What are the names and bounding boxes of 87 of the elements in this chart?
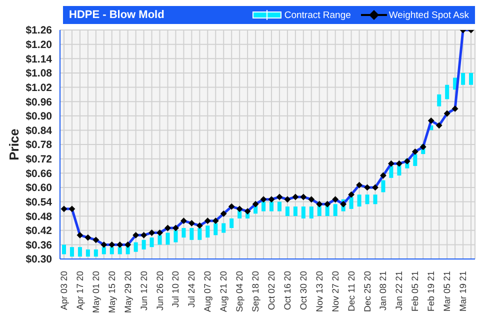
bar: [78, 247, 82, 257]
x-tick-label: Aug 07 20: [202, 271, 213, 312]
y-tick-label: $1.02: [26, 82, 52, 94]
x-tick-label: Feb 05 21: [410, 271, 420, 312]
bar: [437, 94, 442, 106]
y-tick-label: $0.48: [26, 210, 52, 223]
bar: [198, 228, 202, 240]
y-tick-label: $0.30: [26, 254, 52, 266]
x-tick-label: Jan 22 21: [394, 271, 404, 311]
x-tick-label: May 29 20: [122, 271, 133, 314]
bar: [230, 218, 234, 228]
x-tick-label: Dec 11 20: [346, 271, 356, 312]
bar: [94, 249, 98, 257]
bar: [357, 194, 362, 207]
bar: [142, 240, 146, 250]
x-tick-label: Mar 05 21: [442, 271, 452, 312]
bar: [365, 194, 370, 204]
y-tick-label: $0.60: [26, 182, 52, 194]
chart-title: HDPE - Blow Mold: [69, 9, 164, 21]
y-axis-title: Price: [6, 128, 22, 160]
bar: [270, 202, 274, 212]
bar: [158, 235, 162, 245]
bar: [174, 230, 178, 242]
bar: [150, 238, 154, 248]
x-tick-label: Jun 12 20: [138, 271, 149, 311]
y-tick-label: $1.14: [26, 53, 52, 66]
bar: [206, 226, 210, 238]
bar: [333, 204, 338, 216]
bar: [214, 223, 218, 236]
x-tick-label: Jun 26 20: [154, 271, 165, 311]
y-tick-label: $0.78: [26, 139, 52, 152]
bar: [277, 202, 282, 212]
legend-label: Weighted Spot Ask: [388, 10, 469, 20]
y-tick-label: $0.54: [26, 196, 52, 208]
x-tick-label: Oct 02 20: [266, 271, 276, 310]
y-tick-label: $0.72: [26, 154, 52, 166]
x-tick-label: Oct 16 20: [282, 271, 292, 310]
x-tick-label: Apr 03 20: [58, 271, 69, 310]
bar: [190, 228, 194, 240]
x-tick-label: Aug 21 20: [218, 271, 229, 312]
bar: [102, 247, 106, 254]
y-tick-label: $0.96: [26, 96, 52, 108]
bar: [182, 228, 186, 238]
bar: [86, 249, 90, 257]
bar: [166, 232, 170, 245]
x-tick-label: Apr 17 20: [74, 271, 85, 310]
bar: [389, 166, 394, 178]
bar: [469, 72, 474, 85]
x-tick-label: Nov 27 20: [330, 271, 340, 312]
bar: [413, 154, 418, 166]
x-tick-label: Oct 30 20: [298, 271, 308, 310]
x-tick-label: Jul 24 20: [186, 271, 197, 308]
bar: [373, 194, 378, 204]
bar: [118, 247, 122, 254]
x-tick-label: Jul 10 20: [170, 271, 181, 308]
bar: [70, 247, 74, 257]
x-tick-label: Mar 19 21: [458, 271, 468, 312]
x-tick-label: Jan 08 21: [378, 271, 388, 311]
bar: [285, 206, 290, 216]
y-tick-label: $0.90: [26, 110, 52, 123]
x-tick-label: Dec 25 20: [362, 271, 372, 312]
bar: [349, 196, 354, 209]
x-tick-label: Sep 04 20: [234, 271, 245, 312]
x-tick-label: May 01 20: [90, 271, 101, 314]
x-tick-label: Nov 13 20: [314, 271, 324, 312]
x-tick-label: Sep 18 20: [250, 271, 261, 312]
y-tick-label: $0.36: [26, 239, 52, 252]
bar: [445, 84, 450, 100]
bar: [262, 202, 266, 212]
bar: [62, 244, 66, 254]
bar: [301, 206, 306, 218]
legend-label: Contract Range: [284, 10, 351, 20]
bar: [293, 206, 298, 216]
bar: [381, 180, 386, 192]
x-tick-label: Feb 19 21: [426, 271, 436, 312]
bar: [461, 72, 466, 85]
bar: [222, 223, 226, 233]
x-tick-label: May 15 20: [106, 271, 117, 314]
y-tick-label: $1.08: [26, 68, 52, 80]
bar: [110, 247, 114, 254]
y-tick-label: $0.66: [26, 168, 52, 180]
bar: [134, 242, 138, 252]
y-tick-label: $1.26: [26, 24, 52, 37]
y-tick-label: $1.20: [26, 39, 52, 52]
bar: [309, 206, 314, 218]
y-tick-label: $0.84: [26, 124, 52, 137]
y-tick-label: $0.42: [26, 225, 52, 238]
